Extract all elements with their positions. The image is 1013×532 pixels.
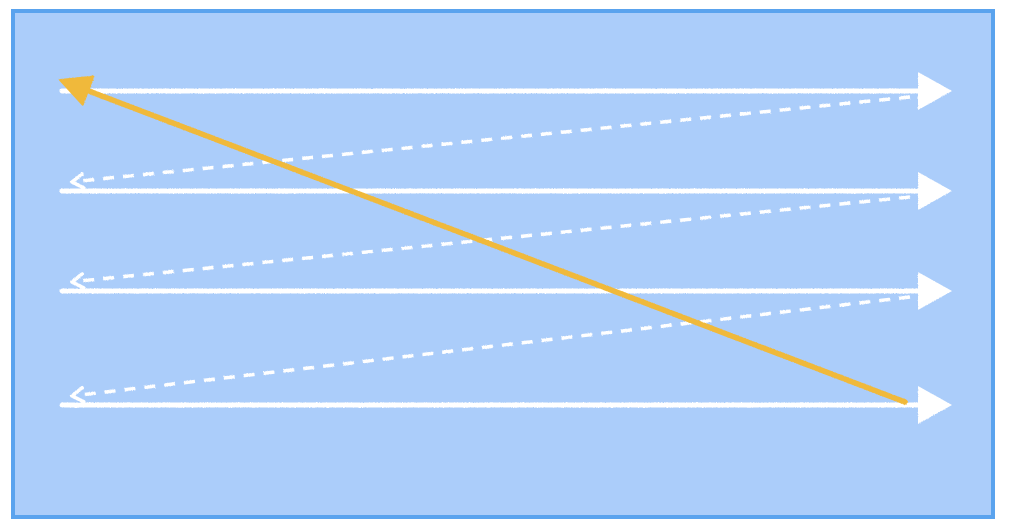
scan-panel	[11, 9, 995, 519]
line-return-paths	[70, 95, 911, 404]
scan-line-4	[59, 386, 952, 424]
frame-retrace-path	[59, 75, 908, 405]
scan-line-2	[59, 172, 952, 210]
scan-line-3	[59, 272, 952, 310]
arrow-right-icon	[918, 386, 952, 424]
retrace-line-stroke	[85, 87, 908, 405]
arrow-right-icon	[918, 72, 952, 110]
arrow-left-icon	[70, 172, 86, 190]
arrow-left-icon	[70, 386, 86, 404]
arrow-right-icon	[918, 172, 952, 210]
arrow-right-icon	[918, 272, 952, 310]
line-return-3	[70, 295, 911, 404]
line-return-2	[70, 195, 911, 290]
line-return-1	[70, 95, 911, 190]
arrow-left-icon	[70, 272, 86, 290]
scan-lines	[59, 72, 952, 424]
scan-line-1	[59, 72, 952, 110]
arrow-up-left-icon	[59, 75, 95, 106]
